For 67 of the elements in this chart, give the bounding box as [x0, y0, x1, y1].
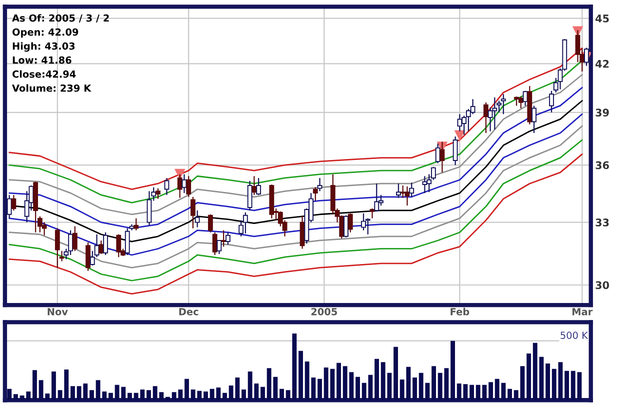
candlestick — [186, 176, 192, 198]
candlestick — [370, 208, 375, 219]
candlestick — [212, 232, 218, 256]
candlestick — [348, 212, 353, 233]
y-tick-label: 39 — [596, 108, 609, 117]
candlestick — [344, 214, 348, 238]
candlestick — [422, 176, 428, 194]
candlestick — [11, 194, 16, 212]
candlestick — [518, 96, 524, 109]
candlestick — [134, 218, 139, 231]
candlestick — [374, 183, 380, 212]
candlestick — [252, 176, 257, 196]
annotation: Close:42.94 — [12, 70, 76, 78]
x-tick-label: Nov — [48, 308, 68, 316]
line-series — [8, 154, 583, 295]
line-series — [8, 113, 583, 256]
candlestick — [317, 177, 322, 192]
x-tick-label: Feb — [450, 308, 470, 316]
point — [454, 130, 466, 141]
candlestick — [500, 94, 506, 115]
candlestick — [492, 96, 498, 130]
annotation: Low: 41.86 — [12, 56, 72, 64]
candlestick — [226, 232, 230, 246]
annotation: Volume: 239 K — [12, 84, 92, 92]
line-series — [8, 139, 583, 282]
candlestick — [247, 180, 252, 212]
candlestick — [103, 232, 108, 256]
candlestick — [400, 184, 406, 198]
candlestick — [404, 186, 410, 206]
candlestick — [116, 234, 122, 258]
candlestick — [532, 105, 536, 134]
candlestick — [365, 218, 370, 235]
candlestick — [457, 114, 462, 132]
candlestick — [208, 214, 213, 233]
candlestick — [396, 183, 401, 198]
annotation: As Of: 2005 / 3 / 2 — [12, 14, 109, 22]
line-series — [8, 125, 583, 268]
y-tick-label: 45 — [595, 14, 609, 22]
candlestick — [256, 177, 262, 196]
y-tick-label: 30 — [596, 281, 610, 290]
candlestick — [177, 174, 182, 198]
candlestick — [409, 182, 414, 198]
x-tick-label: Mar — [572, 308, 593, 316]
x-tick-label: Dec — [179, 308, 198, 316]
ref-line-label: 500 K — [560, 332, 588, 339]
annotation: High: 43.03 — [12, 42, 75, 52]
annotation: Open: 42.09 — [12, 28, 78, 38]
candlestick — [440, 141, 445, 173]
candlestick — [194, 210, 200, 228]
y-tick-label: 36 — [596, 161, 609, 170]
x-tick-label: 2005 — [311, 308, 337, 316]
candlestick — [124, 228, 130, 256]
candlestick — [452, 136, 458, 166]
candlestick — [190, 196, 196, 229]
candlestick — [156, 188, 160, 200]
candlestick — [483, 102, 488, 134]
y-tick-label: 33 — [596, 218, 609, 226]
y-tick-label: 42 — [595, 60, 609, 68]
candlestick — [98, 240, 104, 255]
candlestick — [312, 186, 318, 202]
candlestick — [242, 212, 248, 234]
candlestick — [216, 240, 222, 255]
candlestick — [146, 190, 152, 226]
candlestick — [72, 226, 78, 252]
candlestick — [86, 242, 90, 272]
candlestick — [221, 230, 226, 248]
candlestick — [549, 90, 554, 113]
